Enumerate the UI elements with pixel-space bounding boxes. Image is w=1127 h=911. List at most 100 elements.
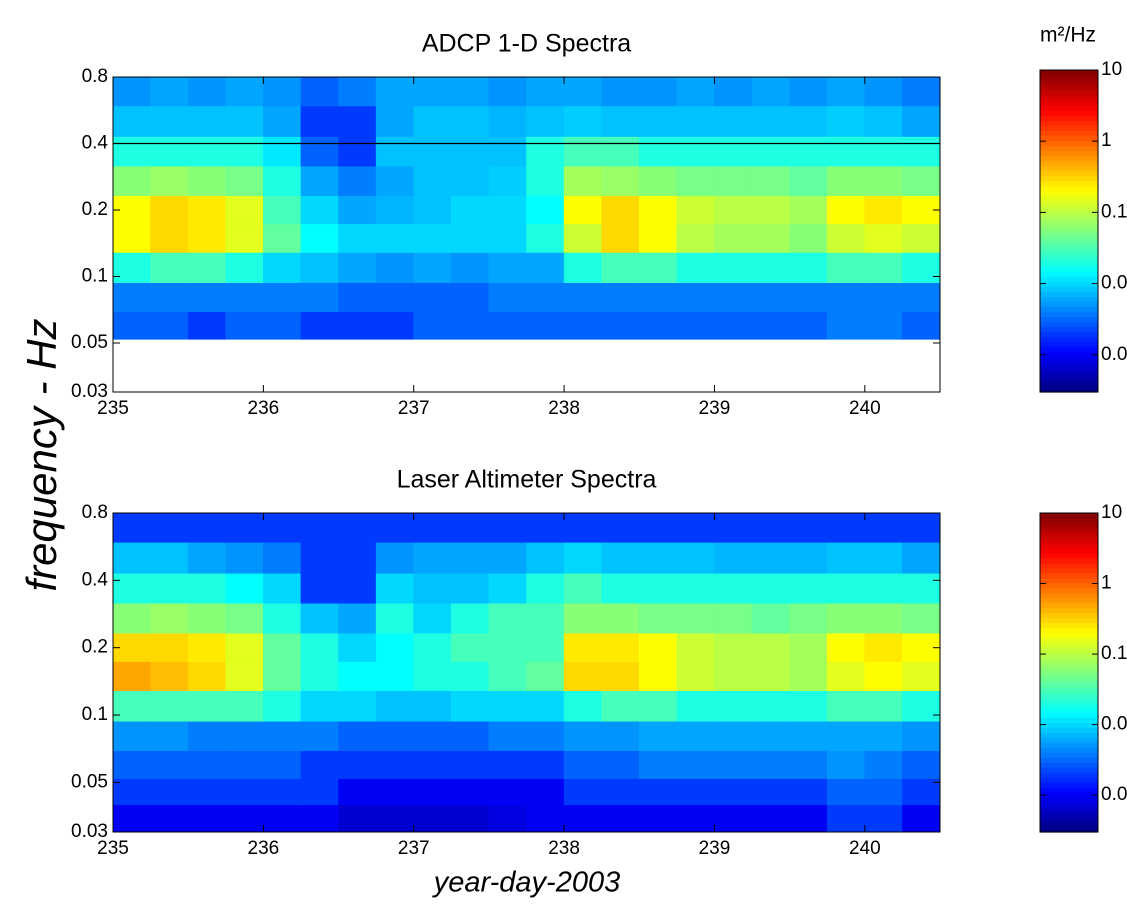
colorbar-swatch xyxy=(1040,75,1098,81)
colorbar-swatch xyxy=(1040,517,1098,524)
heat-cell xyxy=(902,105,940,137)
colorbar-swatch xyxy=(1040,170,1098,177)
heat-cell xyxy=(789,77,828,107)
heat-cell xyxy=(864,252,903,283)
heat-cell xyxy=(601,165,640,196)
colorbar-swatch xyxy=(1040,200,1098,207)
heat-cell xyxy=(187,750,227,779)
x-tick-label: 237 xyxy=(398,838,430,859)
heat-cell xyxy=(638,542,678,574)
heat-cell xyxy=(751,252,790,283)
heat-cell xyxy=(225,572,264,604)
colorbar-frame xyxy=(1039,69,1099,393)
y-tick-label: 0.03 xyxy=(71,821,108,842)
colorbar-swatch xyxy=(1040,597,1098,604)
heat-cell xyxy=(526,804,565,832)
heat-cell xyxy=(187,720,227,751)
x-tick-label: 235 xyxy=(97,398,129,419)
heat-cell xyxy=(826,223,866,253)
x-tick-label: 239 xyxy=(699,838,731,859)
colorbar-swatch xyxy=(1040,827,1098,833)
heat-cell xyxy=(526,778,565,806)
heat-cell xyxy=(150,513,189,543)
heat-cell xyxy=(676,311,715,340)
heat-cell xyxy=(488,77,527,107)
heat-cell xyxy=(751,195,790,225)
heat-cell xyxy=(225,804,264,832)
heat-cell xyxy=(338,720,377,751)
heat-cell xyxy=(638,602,678,634)
heat-cell xyxy=(902,661,940,692)
heat-cell xyxy=(451,542,490,574)
y-tick-label: 0.1 xyxy=(82,266,108,287)
heat-cell xyxy=(488,223,527,253)
heat-cell xyxy=(526,572,565,604)
heat-cell xyxy=(375,804,415,832)
heat-cell xyxy=(902,778,940,806)
heat-cell xyxy=(789,720,828,751)
colorbar-swatch xyxy=(1040,717,1098,723)
heat-cell xyxy=(150,165,189,196)
colorbar-swatch xyxy=(1040,256,1098,262)
heat-cell xyxy=(638,750,678,779)
colorbar-swatch xyxy=(1040,782,1098,788)
heat-cell xyxy=(375,165,415,196)
colorbar-swatch xyxy=(1040,732,1098,738)
heat-cell xyxy=(676,105,715,137)
heat-cell xyxy=(300,690,339,722)
chart-title: Laser Altimeter Spectra xyxy=(397,466,657,494)
heat-cell xyxy=(300,602,339,634)
heat-cell xyxy=(676,602,715,634)
heat-cell xyxy=(263,195,302,225)
heat-cell xyxy=(902,750,940,779)
heat-cell xyxy=(187,602,227,634)
heat-cell xyxy=(451,778,490,806)
heat-cell xyxy=(451,632,490,662)
heat-cell xyxy=(676,804,715,832)
heat-cell xyxy=(676,778,715,806)
heat-cell xyxy=(902,602,940,634)
heat-cell xyxy=(113,804,151,832)
heat-cell xyxy=(225,750,264,779)
heat-cell xyxy=(751,778,790,806)
heat-cell xyxy=(526,632,565,662)
heat-cell xyxy=(413,105,452,137)
heat-cell xyxy=(526,602,565,634)
heat-cell xyxy=(601,720,640,751)
heat-cell xyxy=(113,105,151,137)
colorbar-swatch xyxy=(1040,110,1098,116)
heat-cell xyxy=(451,311,490,340)
colorbar-tick-label: 0.01 xyxy=(1101,273,1127,294)
heat-cell xyxy=(902,77,940,107)
colorbar-swatch xyxy=(1040,195,1098,202)
colorbar-swatch xyxy=(1040,140,1098,147)
heat-cell xyxy=(563,77,602,107)
heat-cell xyxy=(826,632,866,662)
colorbar-swatch xyxy=(1040,276,1098,282)
colorbar-swatch xyxy=(1040,697,1098,704)
heat-cell xyxy=(789,195,828,225)
heat-cell xyxy=(451,77,490,107)
heat-cell xyxy=(413,750,452,779)
axes-frame xyxy=(112,512,941,833)
heat-cell xyxy=(714,720,753,751)
colorbar-swatch xyxy=(1040,185,1098,192)
heat-cell xyxy=(601,136,640,167)
heat-cell xyxy=(300,165,339,196)
heat-cell xyxy=(488,282,527,313)
heat-cell xyxy=(150,632,189,662)
heat-cell xyxy=(563,513,602,543)
heat-cell xyxy=(451,252,490,283)
colorbar-swatch xyxy=(1040,692,1098,699)
heat-cell xyxy=(338,690,377,722)
colorbar-swatch xyxy=(1040,642,1098,649)
colorbar-swatch xyxy=(1040,301,1098,308)
heat-cell xyxy=(601,252,640,283)
heat-cell xyxy=(563,778,602,806)
heat-cell xyxy=(113,223,151,253)
heat-cell xyxy=(375,136,415,167)
heat-cell xyxy=(563,572,602,604)
heat-cell xyxy=(187,311,227,340)
heat-cell xyxy=(789,311,828,340)
